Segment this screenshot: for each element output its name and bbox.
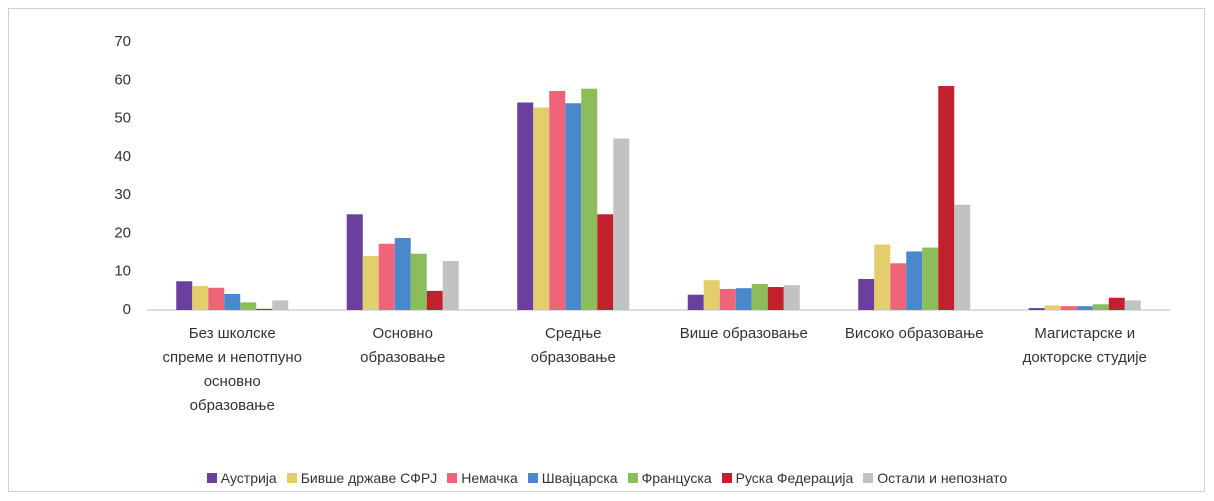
x-tick-label: Више образовање [679,325,808,342]
bar [719,288,736,310]
legend-swatch [527,473,538,483]
legend-label: Руска Федерација [735,470,854,486]
x-tick-label: Магистарске и докторске студије [1022,325,1147,366]
bar [922,247,939,310]
legend: Аустрија Бивше државе СФРЈ Немачка Швајцарс… [0,470,1214,486]
bar [394,238,411,310]
bar [1092,304,1109,310]
bar [1028,308,1045,310]
y-tick-label: 70 [114,33,131,50]
bar [597,214,614,310]
legend-label: Аустрија [220,470,277,486]
bar [1124,300,1141,310]
y-tick-label: 10 [114,263,131,280]
y-tick-label: 20 [114,224,131,241]
bar [751,283,768,310]
bar [890,263,907,310]
x-tick-label: Без школске спреме и непотпуно основно о… [162,325,303,414]
bar [1108,297,1125,310]
bar [1044,305,1061,310]
bar [767,287,784,310]
bar [272,300,289,310]
legend-swatch [627,473,638,483]
legend-swatch [286,473,297,483]
bar [346,214,363,310]
bar [176,281,193,310]
legend-swatch [206,473,217,483]
legend-item: Остали и непознато [863,470,1007,486]
x-tick-label: Високо образовање [844,325,984,342]
bar [874,244,891,310]
bar [687,294,704,310]
y-tick-label: 40 [114,148,131,165]
bar [208,287,225,310]
legend-label: Немачка [461,470,518,486]
bar [224,293,241,310]
legend-item: Немачка [447,470,518,486]
legend-item: Аустрија [206,470,277,486]
bar [783,285,800,310]
bar [256,308,273,310]
bar [533,107,550,311]
bar [703,280,720,310]
y-tick-label: 30 [114,186,131,203]
bar [954,204,971,310]
bar [549,91,566,311]
chart-frame [8,8,1205,492]
bar [858,278,875,310]
bar [735,288,752,310]
bar [192,285,209,310]
legend-label: Француска [641,470,712,486]
y-tick-label: 60 [114,71,131,88]
legend-item: Бивше државе СФРЈ [286,470,438,486]
legend-label: Бивше државе СФРЈ [300,470,438,486]
legend-swatch [863,473,874,483]
bar [613,138,630,310]
y-tick-label: 50 [114,110,131,127]
bar [410,253,427,310]
legend-item: Швајцарска [527,470,618,486]
x-tick-label: Средње образовање [530,325,616,366]
legend-item: Француска [627,470,712,486]
bar [517,102,534,311]
bar [362,256,379,310]
bar [565,103,582,310]
legend-item: Руска Федерација [721,470,854,486]
legend-swatch [721,473,732,483]
y-tick-label: 0 [123,301,131,318]
bar [442,260,459,310]
legend-label: Остали и непознато [877,470,1008,486]
bar [1076,306,1093,310]
bar [906,251,923,310]
bar [378,243,395,310]
legend-label: Швајцарска [541,470,618,486]
legend-swatch [447,473,458,483]
bar [426,290,443,310]
bar [581,88,598,310]
x-tick-label: Основно образовање [360,325,446,366]
bar [938,86,955,311]
bar [240,302,257,310]
bar [1060,306,1077,310]
